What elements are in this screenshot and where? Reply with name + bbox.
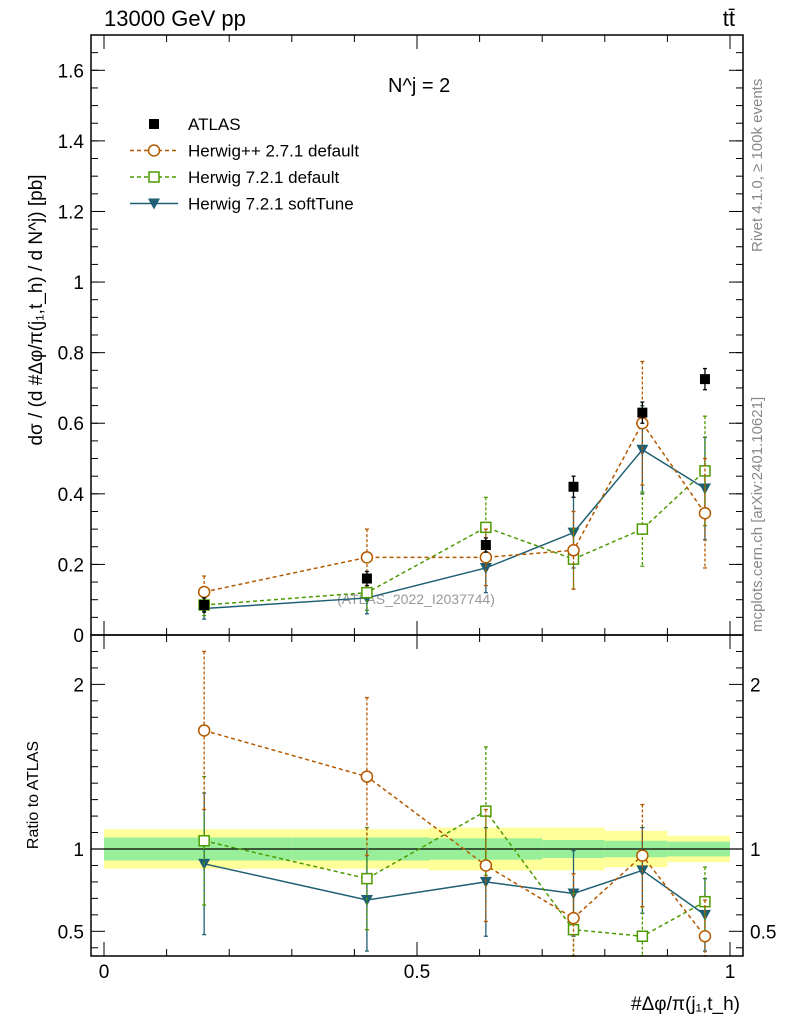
- main-panel: (ATLAS_2022_I2037744) 00.20.40.60.811.21…: [26, 34, 744, 647]
- ratio-y-tick-label: 2: [73, 675, 84, 696]
- plot-title-right: tt̄: [723, 6, 735, 31]
- circle-marker: [636, 849, 649, 862]
- y-tick-label: 0: [73, 626, 84, 647]
- circle-marker: [567, 544, 580, 557]
- series-line: [204, 448, 706, 610]
- x-tick-label: 1: [725, 962, 736, 983]
- y-tick-label: 1.4: [58, 132, 85, 153]
- triangle-marker: [479, 562, 492, 574]
- circle-marker: [360, 770, 374, 783]
- ratio-y-tick-label-right: 0.5: [750, 922, 776, 943]
- ratio-ylabel: Ratio to ATLAS: [25, 741, 42, 849]
- series-line: [204, 470, 706, 606]
- plot-title-left: 13000 GeV pp: [104, 6, 246, 31]
- ratio-panel: 0.5 0.5 1 1 2 2 0 0.5 1 Ratio to ATLAS #Δφ/π(j₁,…: [25, 634, 776, 1015]
- main-ylabel: dσ / (d #Δφ/π(j₁,t_h) / d N^j) [pb]: [26, 174, 47, 445]
- square-marker: [198, 835, 210, 847]
- x-tick-label: 0.5: [404, 962, 430, 983]
- triangle-marker: [636, 444, 649, 456]
- x-tick-label: 0: [99, 962, 110, 983]
- main-annotation: N^j = 2: [388, 75, 450, 97]
- series-line: [203, 863, 706, 916]
- data-point: [199, 600, 210, 610]
- data-point: [480, 540, 491, 550]
- side-label-bottom: mcplots.cern.ch [arXiv:2401.10621]: [749, 397, 766, 632]
- triangle-marker: [148, 198, 160, 210]
- ratio-y-tick-label-right: 2: [750, 675, 761, 696]
- y-tick-label: 1: [73, 273, 84, 294]
- ratio-y-tick-label: 0.5: [58, 922, 84, 943]
- y-tick-label: 0.8: [58, 344, 84, 365]
- circle-marker: [197, 585, 211, 599]
- y-tick-label: 0.2: [58, 555, 84, 576]
- data-point: [149, 119, 159, 129]
- circle-marker: [698, 506, 712, 520]
- ratio-y-tick-label: 1: [73, 840, 84, 861]
- x-axis-label: #Δφ/π(j₁,t_h): [631, 994, 740, 1015]
- circle-marker: [567, 911, 580, 925]
- legend-label: Herwig 7.2.1 softTune: [188, 195, 354, 214]
- data-point: [361, 573, 372, 584]
- side-label-top: Rivet 4.1.0, ≥ 100k events: [749, 79, 766, 252]
- legend: ATLAS Herwig++ 2.7.1 default Herwig 7.2.1 …: [130, 115, 359, 214]
- legend-label: Herwig++ 2.7.1 default: [188, 142, 359, 161]
- series-line: [203, 810, 706, 938]
- circle-marker: [147, 144, 161, 157]
- data-point: [568, 481, 579, 492]
- circle-marker: [698, 929, 712, 943]
- y-tick-label: 0.4: [58, 485, 85, 506]
- y-tick-label: 1.2: [58, 202, 84, 223]
- square-marker: [636, 930, 649, 942]
- data-point: [637, 407, 648, 418]
- square-marker: [361, 586, 373, 599]
- series-line: [203, 729, 706, 937]
- square-marker: [361, 872, 373, 885]
- y-tick-label: 0.6: [58, 414, 84, 435]
- circle-marker: [479, 859, 493, 872]
- ratio-y-tick-label-right: 1: [750, 840, 761, 861]
- square-marker: [480, 521, 492, 534]
- y-tick-label: 1.6: [58, 61, 84, 82]
- square-marker: [636, 523, 649, 535]
- circle-marker: [197, 724, 211, 737]
- series-line: [204, 421, 706, 593]
- circle-marker: [479, 551, 493, 564]
- circle-marker: [360, 551, 374, 564]
- data-point: [699, 374, 710, 385]
- square-marker: [148, 171, 160, 183]
- legend-label: Herwig 7.2.1 default: [188, 168, 339, 187]
- legend-label: ATLAS: [188, 115, 241, 134]
- ratio-frame: [90, 634, 744, 957]
